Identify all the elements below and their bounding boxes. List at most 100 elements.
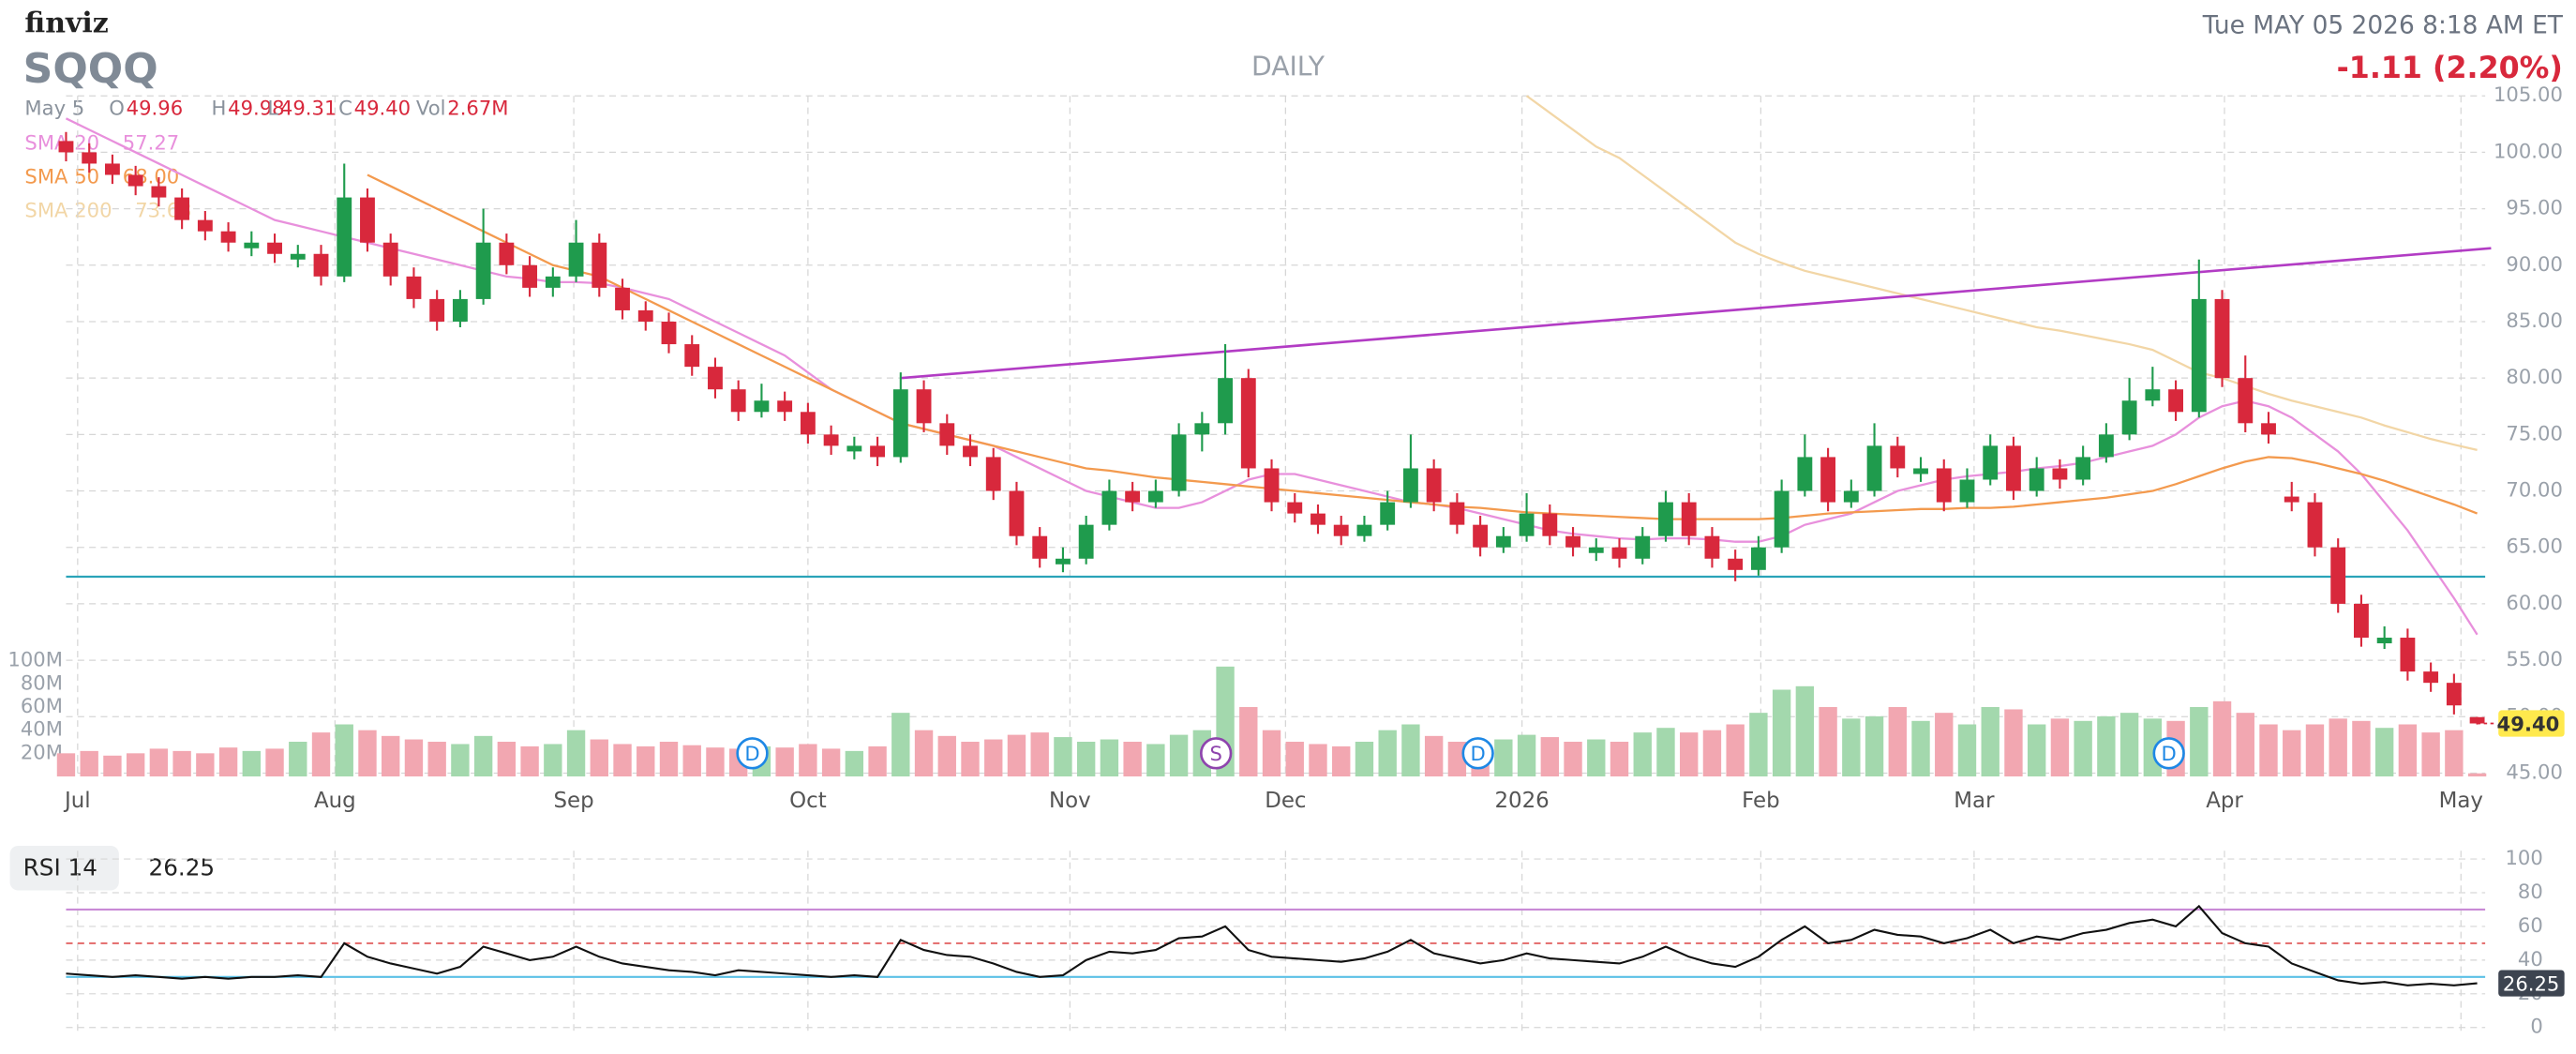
candle-body: [1843, 490, 1859, 503]
y-tick-label: 85.00: [2506, 309, 2562, 332]
candle-body: [1264, 468, 1280, 503]
volume-bar: [1007, 734, 1026, 776]
volume-bar: [80, 750, 98, 776]
volume-bar: [358, 730, 377, 776]
volume-bar: [56, 753, 76, 776]
volume-bar: [1378, 730, 1397, 776]
volume-bar: [289, 742, 307, 776]
candle-body: [1588, 547, 1604, 553]
candle-body: [1402, 468, 1418, 503]
x-tick-label: Sep: [554, 789, 594, 813]
volume-tick-label: 40M: [21, 717, 63, 741]
volume-bar: [2236, 713, 2254, 776]
event-label: D: [1470, 742, 1485, 765]
x-tick-label: Jul: [63, 789, 91, 813]
volume-bar: [2329, 718, 2347, 776]
volume-bar: [961, 742, 980, 776]
candle-body: [2029, 468, 2044, 491]
candle-body: [82, 152, 97, 164]
candle-body: [313, 253, 329, 277]
volume-bar: [1401, 724, 1420, 776]
volume-bar: [1888, 707, 1907, 776]
volume-bar: [914, 730, 934, 776]
volume-bar: [1587, 739, 1606, 776]
candle-body: [1473, 524, 1489, 548]
volume-bar: [1076, 742, 1096, 776]
candle-body: [290, 253, 306, 260]
y-tick-label: 60.00: [2506, 591, 2562, 614]
volume-bar: [1680, 732, 1699, 776]
volume-bar: [382, 735, 400, 776]
timeframe: DAILY: [1251, 51, 1325, 82]
candle-body: [2052, 468, 2068, 480]
x-tick-label: May: [2439, 789, 2483, 813]
volume-bar: [2352, 720, 2371, 776]
candle-body: [1240, 378, 1256, 469]
volume-bar: [706, 747, 725, 776]
candle-body: [1542, 513, 1558, 536]
candle-body: [2400, 638, 2416, 672]
volume-bar: [1355, 742, 1374, 776]
candle-body: [2214, 298, 2230, 379]
candle-body: [2098, 434, 2114, 458]
candle-body: [2423, 671, 2439, 684]
volume-bar: [891, 713, 910, 776]
legend-key: L: [267, 96, 278, 119]
candle-body: [1820, 457, 1836, 503]
candle-body: [800, 412, 816, 435]
volume-tick-label: 60M: [21, 694, 63, 717]
volume-bar: [1100, 739, 1119, 776]
candle-body: [1635, 535, 1651, 559]
volume-bar: [242, 750, 262, 776]
rsi-tick-label: 60: [2518, 913, 2543, 937]
candle-body: [127, 174, 143, 187]
volume-tick-label: 100M: [7, 648, 63, 671]
volume-bar: [1957, 724, 1977, 776]
candle-body: [197, 219, 213, 232]
candle-body: [963, 445, 978, 458]
candle-body: [267, 242, 282, 254]
candle-body: [104, 163, 120, 175]
datetime: Tue MAY 05 2026 8:18 AM ET: [2202, 11, 2564, 40]
volume-bar: [1309, 744, 1327, 776]
volume-bar: [2097, 715, 2116, 776]
candle-body: [939, 423, 955, 446]
volume-bar: [2119, 713, 2139, 776]
candle-body: [522, 264, 538, 288]
volume-bar: [1981, 707, 1999, 776]
candle-body: [2307, 502, 2323, 548]
volume-bar: [103, 755, 122, 776]
rsi-tick-label: 100: [2505, 846, 2542, 869]
candle-body: [1913, 468, 1928, 474]
candle-body: [1032, 535, 1048, 559]
candle-body: [2191, 298, 2207, 413]
y-tick-label: 100.00: [2494, 139, 2563, 162]
volume-bar: [1911, 720, 1930, 776]
candle-body: [1658, 502, 1673, 536]
candle-body: [637, 309, 653, 322]
candle-body: [1681, 502, 1697, 536]
candle-body: [151, 186, 167, 198]
volume-bar: [2445, 730, 2464, 776]
volume-bar: [2374, 728, 2394, 776]
candle-body: [174, 197, 190, 220]
volume-bar: [868, 745, 887, 776]
volume-bar: [1633, 732, 1652, 776]
candle-body: [1983, 445, 1999, 480]
candle-body: [58, 141, 74, 153]
candle-body: [916, 389, 932, 424]
candle-body: [1750, 547, 1766, 570]
volume-bar: [1239, 707, 1258, 776]
volume-bar: [126, 753, 145, 776]
y-tick-label: 70.00: [2506, 478, 2562, 502]
rsi-tick-label: 0: [2530, 1015, 2542, 1038]
volume-bar: [2004, 709, 2023, 776]
event-label: D: [2162, 742, 2177, 765]
candle-body: [475, 242, 491, 299]
rsi-badge: [2498, 970, 2565, 997]
candle-body: [1056, 558, 1071, 565]
candle-body: [2446, 683, 2462, 706]
brand[interactable]: finviz: [24, 7, 108, 39]
candle-body: [777, 400, 793, 413]
